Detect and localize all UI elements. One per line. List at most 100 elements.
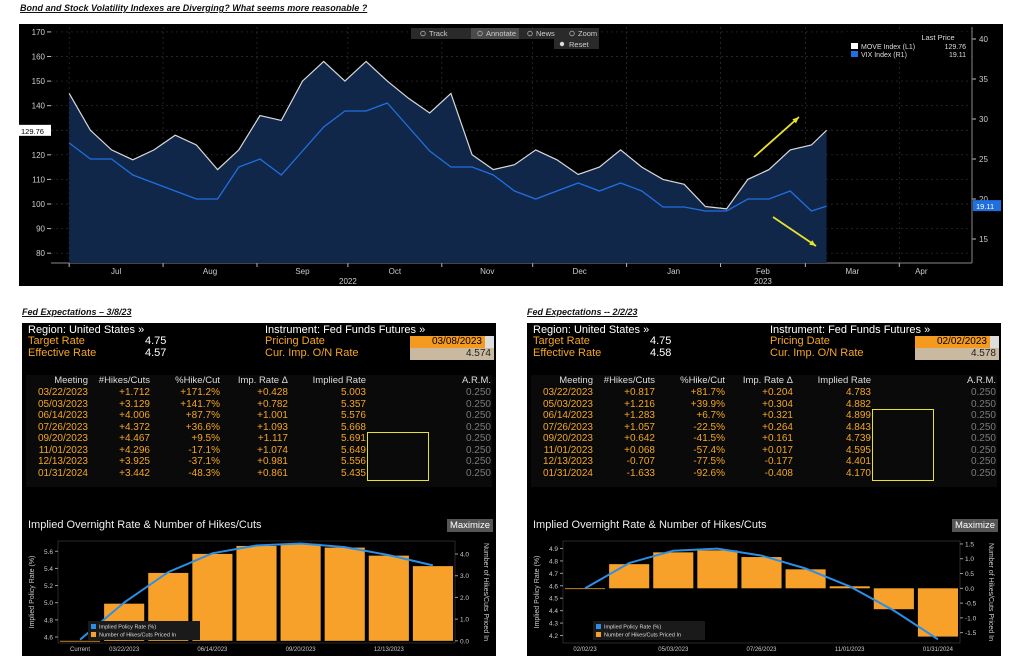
table-cell: +0.861	[257, 467, 288, 479]
table-header: #Hikes/Cuts	[603, 375, 655, 386]
table-header: %Hike/Cut	[680, 375, 725, 386]
fed-chart-legend: Implied Policy Rate (%) Number of Hikes/C…	[88, 621, 200, 640]
x-tick-label: Dec	[573, 267, 587, 276]
table-cell: 0.250	[970, 456, 996, 467]
table-cell: +0.817	[624, 387, 655, 398]
instrument-selector[interactable]: Instrument: Fed Funds Futures »	[770, 324, 931, 336]
maximize-button[interactable]: Maximize	[952, 519, 998, 532]
reset-button[interactable]: Reset	[569, 40, 590, 49]
table-cell: +4.006	[119, 410, 150, 421]
track-button[interactable]: Track	[429, 29, 448, 38]
hikes-bar	[412, 566, 453, 641]
x-tick-label: Jan	[667, 267, 680, 276]
hikes-bar	[609, 564, 650, 589]
legend-bg	[88, 621, 200, 640]
table-cell: +0.782	[257, 398, 288, 410]
table-cell: -0.707	[626, 456, 655, 467]
table-cell: 4.783	[845, 387, 871, 398]
right-caption: Fed Expectations -- 2/2/23	[527, 307, 638, 317]
news-icon	[527, 30, 533, 37]
legend-bar-swatch	[596, 632, 601, 637]
table-cell: +1.074	[257, 444, 288, 456]
y-right-tick-label: 3.0	[460, 573, 469, 580]
region-selector[interactable]: Region: United States »	[28, 324, 145, 336]
move-line	[68, 60, 828, 210]
y-left-tick-label: 4.8	[44, 617, 53, 624]
table-header: Implied Rate	[817, 375, 871, 386]
table-cell: -1.633	[626, 467, 655, 479]
annotate-button[interactable]: Annotate	[486, 29, 516, 38]
target-rate-value: 4.75	[145, 335, 167, 347]
table-cell: +0.068	[624, 444, 655, 456]
target-rate-label: Target Rate	[533, 335, 590, 347]
zoom-button[interactable]: Zoom	[578, 29, 597, 38]
table-cell: -57.4%	[693, 444, 725, 456]
y-left-tick-label: 90	[36, 225, 45, 234]
x-tick-label: Feb	[756, 267, 770, 276]
y-right-tick-label: -1.0	[965, 615, 977, 622]
vix-last-tag-text: 19.11	[976, 202, 994, 211]
hikes-bar	[565, 588, 606, 590]
y-left-tick-label: 4.9	[549, 546, 558, 553]
table-cell: -0.177	[764, 456, 793, 467]
implied-rate-line	[584, 547, 939, 641]
table-cell: 4.595	[845, 444, 871, 456]
pricing-date-input[interactable]: 03/08/2023	[410, 336, 485, 348]
table-cell: 0.250	[970, 410, 996, 421]
table-cell: +1.283	[624, 410, 655, 421]
chart-legend: Last Price MOVE Index (L1) 129.76 VIX Index…	[845, 32, 968, 60]
table-header: %Hike/Cut	[175, 375, 220, 386]
table-cell: +1.712	[119, 387, 150, 398]
hikes-bar	[653, 552, 694, 589]
y-left-tick-label: 4.6	[44, 635, 53, 642]
move-last-tag	[19, 124, 51, 136]
implied-rate-line	[79, 542, 434, 641]
instrument-selector[interactable]: Instrument: Fed Funds Futures »	[265, 324, 426, 336]
table-cell: +3.442	[119, 467, 150, 479]
y-right-tick-label: 1.5	[965, 541, 974, 548]
x-tick-label: Nov	[480, 267, 494, 276]
table-header: Meeting	[54, 375, 88, 386]
table-cell: 0.250	[465, 467, 491, 479]
table-header: #Hikes/Cuts	[98, 375, 150, 386]
hikes-bar	[236, 545, 277, 641]
calendar-icon[interactable]	[485, 336, 494, 348]
arrow-up-head	[792, 117, 799, 124]
table-cell: 4.843	[845, 421, 871, 433]
y-left-tick-label: 150	[32, 77, 46, 86]
y-left-tick-label: 5.0	[44, 600, 53, 607]
x-tick-label: Oct	[389, 267, 402, 276]
pricing-date-input[interactable]: 02/02/2023	[915, 336, 990, 348]
table-cell: 0.250	[465, 444, 491, 456]
y-left-tick-label: 170	[32, 28, 46, 37]
table-cell: -92.6%	[693, 467, 725, 479]
legend-line-label: Implied Policy Rate (%)	[604, 625, 661, 631]
cur-imp-rate-label: Cur. Imp. O/N Rate	[265, 347, 359, 359]
maximize-button[interactable]: Maximize	[447, 519, 493, 532]
x-tick-label: Current	[70, 647, 90, 653]
hikes-bar	[697, 550, 738, 589]
table-cell: +0.428	[257, 387, 288, 398]
y-right-tick-label: 40	[979, 35, 988, 44]
calendar-icon[interactable]	[990, 336, 999, 348]
table-cell: 4.882	[845, 398, 871, 410]
table-cell: 0.250	[465, 398, 491, 410]
table-cell: +4.296	[119, 444, 150, 456]
track-icon	[420, 30, 426, 37]
x-tick-label: Aug	[203, 267, 217, 276]
chart-title: Implied Overnight Rate & Number of Hikes…	[533, 519, 767, 531]
table-cell: 06/14/2023	[542, 410, 593, 421]
table-cell: +1.117	[257, 433, 288, 444]
news-button[interactable]: News	[536, 29, 555, 38]
y-left-tick-label: 160	[32, 53, 46, 62]
legend-vix-name: VIX Index (R1)	[861, 52, 907, 59]
table-header: Imp. Rate Δ	[237, 375, 288, 386]
table-cell: 07/26/2023	[37, 421, 88, 433]
table-cell: 5.691	[340, 433, 366, 444]
pricing-date-label: Pricing Date	[265, 335, 325, 347]
table-cell: -77.5%	[693, 456, 725, 467]
effective-rate-value: 4.57	[145, 347, 167, 359]
x-tick-label: 11/01/2023	[835, 647, 865, 653]
region-selector[interactable]: Region: United States »	[533, 324, 650, 336]
legend-bg	[593, 621, 705, 640]
